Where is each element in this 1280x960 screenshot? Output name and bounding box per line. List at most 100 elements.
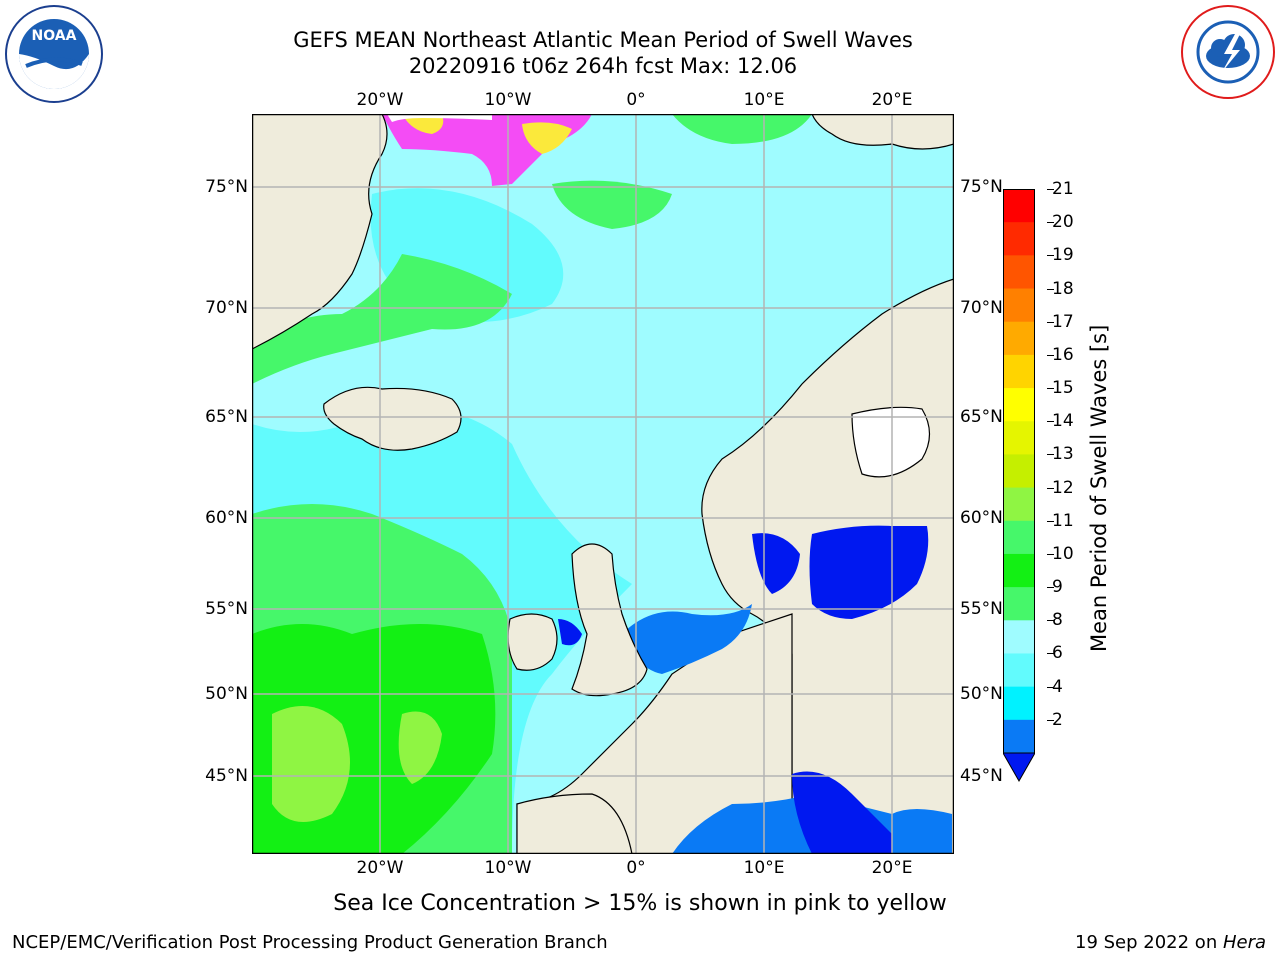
colorbar-tick-label: 14 <box>1047 411 1074 431</box>
noaa-logo: NOAA <box>4 4 104 104</box>
lat-label-right: 50°N <box>960 684 1003 704</box>
lat-label-right: 65°N <box>960 407 1003 427</box>
footer-credit: NCEP/EMC/Verification Post Processing Pr… <box>12 932 608 953</box>
sea-irish <box>558 619 582 646</box>
colorbar-ticks: 21 20 19 18 17 16 15 14 13 12 11 10 9 8 6 4 2 <box>1040 179 1100 779</box>
nws-logo-graphic <box>1181 5 1275 99</box>
colorbar-frame <box>1003 189 1035 754</box>
colorbar-segment <box>1003 321 1035 356</box>
lon-label-top: 0° <box>626 90 646 110</box>
colorbar-segment <box>1003 189 1035 223</box>
colorbar-tick-label: 13 <box>1047 444 1074 464</box>
colorbar-segment <box>1003 288 1035 323</box>
colorbar-tick-mark <box>1047 321 1054 323</box>
colorbar-graphic <box>1002 189 1036 783</box>
land-svalbard <box>811 114 954 150</box>
lat-label-left: 65°N <box>205 407 248 427</box>
swell-9to10-top <box>672 114 812 144</box>
sea-ice-high-concentration <box>402 114 444 134</box>
map-frame <box>251 113 955 855</box>
sea-north-sea-coastal <box>622 604 752 674</box>
colorbar-tick-mark <box>1047 520 1054 522</box>
colorbar-tick-label: 15 <box>1047 378 1074 398</box>
gulf-of-bothnia <box>851 406 931 478</box>
swell-period-map <box>251 113 955 855</box>
lon-label-bottom: 20°E <box>871 858 913 878</box>
land-great-britain <box>571 543 648 697</box>
lat-label-left: 70°N <box>205 298 248 318</box>
sea-baltic <box>809 525 929 619</box>
colorbar-segment <box>1003 421 1035 455</box>
page-subtitle: 20220916 t06z 264h fcst Max: 12.06 <box>408 54 798 78</box>
swell-11to12-patch-2 <box>398 711 442 784</box>
colorbar-tick-label: 16 <box>1047 345 1074 365</box>
map-panel <box>251 113 955 855</box>
colorbar-tick-label: 6 <box>1047 643 1063 663</box>
colorbar-segment <box>1003 553 1035 588</box>
colorbar-segment <box>1003 686 1035 721</box>
sea-ice-high-concentration-2 <box>522 122 572 154</box>
colorbar-tick-mark <box>1047 553 1054 555</box>
footer-date: 19 Sep 2022 on Hera <box>1075 932 1266 954</box>
lon-label-top: 20°E <box>871 90 913 110</box>
lon-label-top: 20°W <box>356 90 404 110</box>
colorbar-segment <box>1003 520 1035 555</box>
colorbar-label: Mean Period of Swell Waves [s] <box>1087 324 1111 652</box>
noaa-logo-text: NOAA <box>32 28 77 44</box>
colorbar-tick-mark <box>1047 487 1054 489</box>
graticule <box>252 114 954 854</box>
swell-9to10-north <box>252 254 512 384</box>
lat-label-left: 50°N <box>205 684 248 704</box>
colorbar-tick-label: 4 <box>1047 677 1063 697</box>
lat-label-right: 75°N <box>960 177 1003 197</box>
colorbar-tick-label: 12 <box>1047 478 1074 498</box>
lat-label-right: 70°N <box>960 298 1003 318</box>
colorbar-tick-label: 2 <box>1047 710 1063 730</box>
sea-ice-caption: Sea Ice Concentration > 15% is shown in … <box>333 891 947 916</box>
colorbar-tick-mark <box>1047 222 1054 224</box>
colorbar-tick-mark <box>1047 255 1054 257</box>
lon-label-bottom: 10°W <box>484 858 532 878</box>
colorbar-tick-mark <box>1047 189 1054 190</box>
lon-label-bottom: 0° <box>626 858 646 878</box>
colorbar-tick-mark <box>1047 388 1054 390</box>
lat-label-left: 60°N <box>205 508 248 528</box>
colorbar-segment <box>1003 653 1035 688</box>
colorbar-tick-mark <box>1047 587 1054 589</box>
colorbar-tick-label: 19 <box>1047 245 1074 265</box>
lat-label-left: 75°N <box>205 177 248 197</box>
lon-label-top: 10°E <box>743 90 785 110</box>
lat-label-left: 55°N <box>205 599 248 619</box>
lat-label-right: 60°N <box>960 508 1003 528</box>
colorbar-tick-label: 20 <box>1047 212 1074 232</box>
colorbar-tick-label: 9 <box>1047 577 1063 597</box>
colorbar-tick-label: 21 <box>1047 179 1074 199</box>
colorbar-segment <box>1003 487 1035 522</box>
lat-label-left: 45°N <box>205 766 248 786</box>
colorbar-segment <box>1003 354 1035 389</box>
colorbar-tick-label: 8 <box>1047 610 1063 630</box>
colorbar-segment <box>1003 388 1035 422</box>
lon-label-top: 10°W <box>484 90 532 110</box>
colorbar-tick-mark <box>1047 354 1054 356</box>
footer-machine: Hera <box>1222 932 1266 953</box>
lon-label-bottom: 10°E <box>743 858 785 878</box>
page-title: GEFS MEAN Northeast Atlantic Mean Period… <box>293 28 913 52</box>
footer-date-text: 19 Sep 2022 on <box>1075 932 1223 953</box>
colorbar-tick-label: 10 <box>1047 544 1074 564</box>
colorbar-tick-mark <box>1047 454 1054 456</box>
colorbar-tick-label: 18 <box>1047 279 1074 299</box>
colorbar-tick-mark <box>1047 719 1054 721</box>
colorbar-tick-mark <box>1047 421 1054 423</box>
land-iceland <box>323 386 462 451</box>
ice-cap-north <box>387 114 492 122</box>
colorbar-tick-mark <box>1047 686 1054 688</box>
sea-adriatic <box>792 771 892 854</box>
colorbar-segment <box>1003 454 1035 489</box>
swell-9to10-central <box>552 180 672 229</box>
land-ireland <box>507 613 558 671</box>
colorbar-segment <box>1003 620 1035 654</box>
colorbar-extension <box>1002 752 1036 783</box>
swell-11to12-patch <box>272 706 350 822</box>
colorbar-tick-mark <box>1047 288 1054 290</box>
